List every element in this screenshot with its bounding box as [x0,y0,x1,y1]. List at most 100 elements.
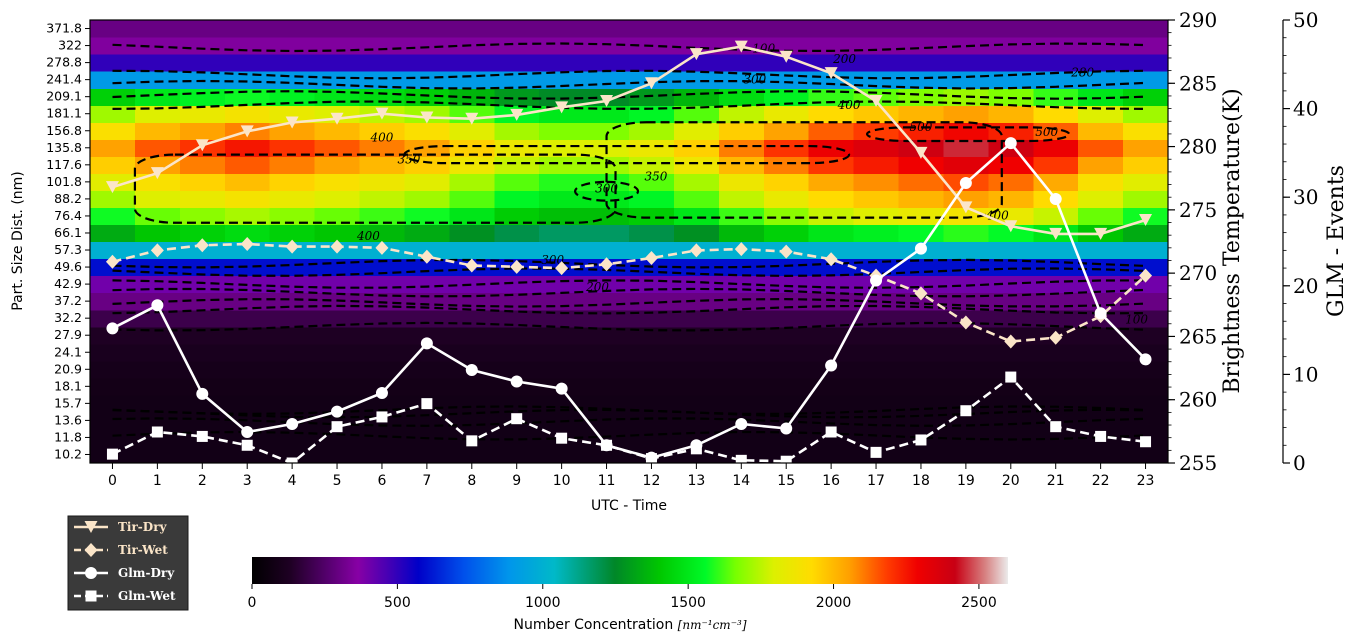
x-tick-label: 8 [467,473,476,489]
y-tick-label: 88.2 [54,191,82,206]
heat-cell [943,275,989,294]
heat-cell [90,105,136,123]
series-point [644,250,658,265]
heat-cell [449,173,495,191]
heat-cell [359,360,406,379]
heat-cell [449,343,495,362]
series-point [106,448,118,460]
heat-cell [1123,88,1168,106]
heat-cell [898,173,945,191]
y-tick-label: 278.8 [46,55,82,70]
heat-cell [673,411,720,430]
series-tir-wet [105,237,1153,349]
legend-label: Tir-Wet [118,543,168,557]
series-point [1049,330,1063,345]
heat-cell [224,275,271,294]
heat-cell [269,224,316,243]
contour-line [112,430,1146,441]
y-tick-label: 156.8 [46,123,82,138]
legend-marker [85,590,97,602]
contour-label: 500 [1035,125,1058,139]
heat-cell [988,411,1034,430]
series-point [1140,436,1152,448]
heat-cell [673,360,720,379]
heat-cell [494,224,540,243]
series-point [555,101,569,114]
series-point [779,50,793,63]
heat-cell [539,241,585,260]
contour-line [112,258,1146,269]
heat-cell [988,309,1034,328]
heat-cell [673,105,720,123]
heat-cell [629,207,675,226]
heat-cell [404,309,450,328]
heat-cell [1033,71,1079,89]
heat-cell [494,156,540,174]
y-tick-label: 76.4 [54,208,82,223]
heat-cell [404,207,450,226]
heat-cell [718,343,765,362]
heat-cell [269,105,316,123]
heat-cell [629,105,675,123]
heat-cell [494,428,540,447]
series-point [1139,213,1153,226]
heat-cell [988,37,1034,55]
heat-cell [179,207,226,226]
heat-cell [539,190,585,209]
heat-cell [359,428,406,447]
heat-cell [943,54,989,72]
heat-cell [269,173,316,191]
heat-cell [269,207,316,226]
heat-cell [134,207,181,226]
y-tick-label: 32.2 [54,310,82,325]
heat-cell [988,343,1034,362]
x-tick-label: 13 [687,473,705,489]
heat-cell [224,360,271,379]
heat-cell [494,394,540,413]
heat-cell [314,54,361,72]
heat-cell [134,122,181,140]
heat-cell [449,326,495,345]
heat-cell [539,292,585,311]
heat-cell [539,54,585,72]
series-point [285,239,299,254]
heat-cell [629,20,675,38]
heat-cell [494,37,540,55]
heat-cell [853,224,900,243]
heat-cell [449,275,495,294]
heat-cell [629,411,675,430]
series-point [690,443,702,455]
x-tick-label: 12 [643,473,661,489]
heat-cell [269,343,316,362]
heat-cell [943,377,989,396]
heat-cell [314,309,361,328]
heat-cell [134,224,181,243]
heat-cell [808,20,855,38]
contour-line [112,408,1146,419]
heat-cell [988,54,1034,72]
series-point [779,244,793,259]
heat-cell [449,394,495,413]
heat-cell [898,343,945,362]
heat-cell [1123,20,1168,38]
heat-cell [584,377,630,396]
contour-line [112,417,1146,427]
heat-cell [90,224,136,243]
heat-cell [1123,377,1168,396]
x-tick-label: 16 [822,473,840,489]
heat-cell [629,360,675,379]
heat-cell [404,445,450,463]
heat-cell [763,445,810,463]
heat-cell [718,292,765,311]
heat-cell [269,122,316,140]
contour-line [112,267,1146,278]
heat-cell [673,139,720,157]
series-point [1049,227,1063,240]
contour-label: 400 [370,130,394,144]
contour-label: 280 [1070,66,1094,80]
heat-cell [943,445,989,463]
heat-cell [539,122,585,140]
heat-cell [898,190,945,209]
heat-cell [673,156,720,174]
heat-cell [1078,37,1124,55]
